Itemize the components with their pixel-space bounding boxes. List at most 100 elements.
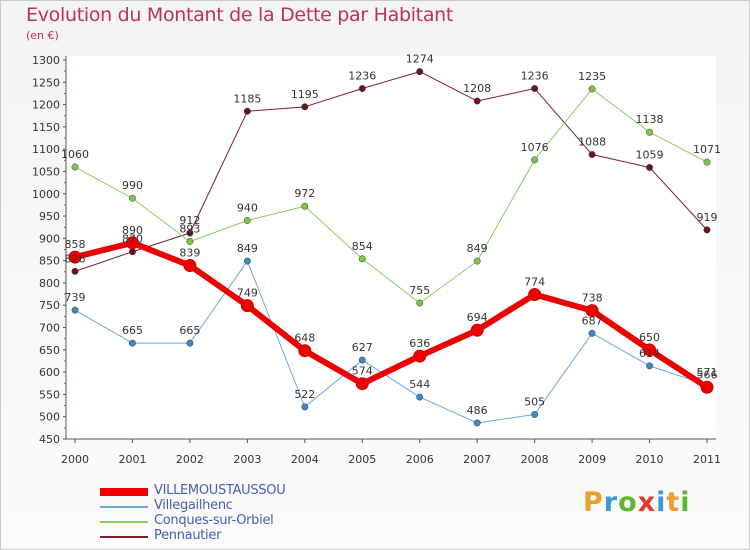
legend-label: Villegailhenc	[154, 498, 233, 513]
data-point-pennautier	[358, 85, 366, 92]
data-point-villemoustaussou	[240, 299, 254, 313]
data-label-pennautier: 1088	[578, 136, 606, 149]
data-point-conques-sur-orbiel	[129, 194, 136, 202]
data-point-pennautier	[243, 107, 251, 115]
data-point-villegailhenc	[416, 393, 424, 401]
data-label-conques-sur-orbiel: 849	[467, 242, 488, 255]
data-label-villegailhenc: 665	[179, 324, 200, 337]
legend-label: VILLEMOUSTAUSSOU	[154, 483, 286, 498]
data-label-villegailhenc: 522	[294, 388, 315, 401]
data-point-villegailhenc	[358, 356, 366, 364]
data-point-villegailhenc	[646, 362, 653, 370]
x-tick-label: 2001	[118, 453, 146, 466]
x-tick-label: 2005	[348, 453, 376, 466]
data-label-pennautier: 919	[697, 211, 718, 224]
data-label-pennautier: 1185	[233, 92, 261, 105]
y-tick-label: 1050	[32, 165, 60, 178]
x-tick-label: 2000	[61, 453, 89, 466]
data-point-villemoustaussou	[643, 343, 657, 357]
data-label-conques-sur-orbiel: 755	[409, 284, 430, 297]
data-label-conques-sur-orbiel: 972	[294, 187, 315, 200]
data-point-pennautier	[301, 103, 309, 111]
data-point-villegailhenc	[243, 257, 251, 265]
data-label-pennautier: 1236	[521, 70, 549, 83]
data-label-villegailhenc: 571	[697, 366, 718, 379]
logo-letter: t	[666, 487, 681, 518]
data-point-pennautier	[703, 226, 711, 234]
series-line-conques-sur-orbiel	[74, 88, 708, 304]
data-point-conques-sur-orbiel	[243, 217, 251, 224]
data-point-villemoustaussou	[355, 377, 369, 391]
data-point-conques-sur-orbiel	[588, 85, 596, 93]
data-label-villemoustaussou: 694	[467, 311, 488, 324]
legend-item-pennautier: Pennautier	[100, 528, 360, 544]
legend-label: Pennautier	[154, 528, 222, 543]
legend-item-villegailhenc: Villegailhenc	[100, 498, 360, 514]
data-point-villegailhenc	[301, 403, 309, 411]
data-label-villemoustaussou: 890	[122, 224, 143, 237]
data-label-pennautier: 1208	[463, 82, 491, 95]
data-label-pennautier: 1274	[406, 53, 434, 66]
x-tick-label: 2008	[521, 453, 549, 466]
legend-swatch	[100, 536, 148, 538]
logo-letter: i	[680, 487, 691, 518]
data-label-conques-sur-orbiel: 1060	[61, 148, 89, 161]
data-point-villegailhenc	[473, 419, 481, 427]
data-point-villemoustaussou	[528, 288, 542, 302]
y-tick-label: 550	[39, 388, 60, 401]
data-label-villemoustaussou: 648	[294, 332, 315, 345]
proxiti-logo: Proxiti	[583, 487, 691, 518]
x-tick-label: 2003	[233, 453, 261, 466]
data-point-villemoustaussou	[125, 236, 139, 250]
data-point-villegailhenc	[129, 339, 136, 347]
legend-item-conques-sur-orbiel: Conques-sur-Orbiel	[100, 513, 360, 529]
data-point-conques-sur-orbiel	[646, 128, 653, 136]
data-point-pennautier	[71, 267, 79, 275]
legend-swatch	[100, 521, 148, 523]
data-point-pennautier	[129, 248, 136, 256]
y-tick-label: 450	[39, 433, 60, 446]
legend-swatch	[100, 488, 148, 496]
data-point-villemoustaussou	[413, 349, 427, 363]
chart-title: Evolution du Montant de la Dette par Hab…	[26, 4, 454, 26]
x-tick-label: 2009	[578, 453, 606, 466]
data-label-conques-sur-orbiel: 854	[352, 240, 373, 253]
x-tick-label: 2004	[291, 453, 319, 466]
data-label-villemoustaussou: 650	[639, 331, 660, 344]
data-point-villegailhenc	[71, 306, 79, 314]
y-tick-label: 1250	[32, 76, 60, 89]
data-point-pennautier	[186, 229, 194, 237]
data-point-villemoustaussou	[700, 380, 714, 394]
y-tick-label: 1000	[32, 188, 60, 201]
data-label-villemoustaussou: 566	[697, 368, 718, 381]
data-point-conques-sur-orbiel	[71, 163, 79, 171]
data-point-conques-sur-orbiel	[416, 299, 424, 307]
data-label-villemoustaussou: 574	[352, 365, 373, 378]
data-label-conques-sur-orbiel: 1235	[578, 70, 606, 83]
data-point-pennautier	[646, 164, 653, 171]
data-point-villemoustaussou	[470, 323, 484, 337]
data-label-pennautier: 1059	[636, 148, 664, 161]
x-tick-label: 2007	[463, 453, 491, 466]
logo-letter: x	[637, 487, 657, 518]
data-label-pennautier: 826	[65, 252, 86, 265]
data-point-villegailhenc	[186, 339, 194, 347]
data-point-villemoustaussou	[183, 259, 197, 273]
data-label-villemoustaussou: 774	[524, 276, 545, 289]
data-label-villegailhenc: 665	[122, 324, 143, 337]
series-line-villegailhenc	[74, 260, 708, 424]
data-point-conques-sur-orbiel	[703, 158, 711, 166]
y-tick-label: 600	[39, 366, 60, 379]
data-point-villemoustaussou	[298, 344, 312, 358]
data-point-pennautier	[416, 68, 424, 76]
data-label-villegailhenc: 505	[524, 395, 545, 408]
data-point-conques-sur-orbiel	[531, 156, 539, 164]
plot-area	[66, 56, 716, 439]
data-label-villegailhenc: 687	[582, 314, 603, 327]
y-tick-label: 750	[39, 299, 60, 312]
data-label-villegailhenc: 849	[237, 242, 258, 255]
legend-swatch	[100, 506, 148, 508]
data-label-villemoustaussou: 839	[179, 247, 200, 260]
data-label-conques-sur-orbiel: 990	[122, 179, 143, 192]
